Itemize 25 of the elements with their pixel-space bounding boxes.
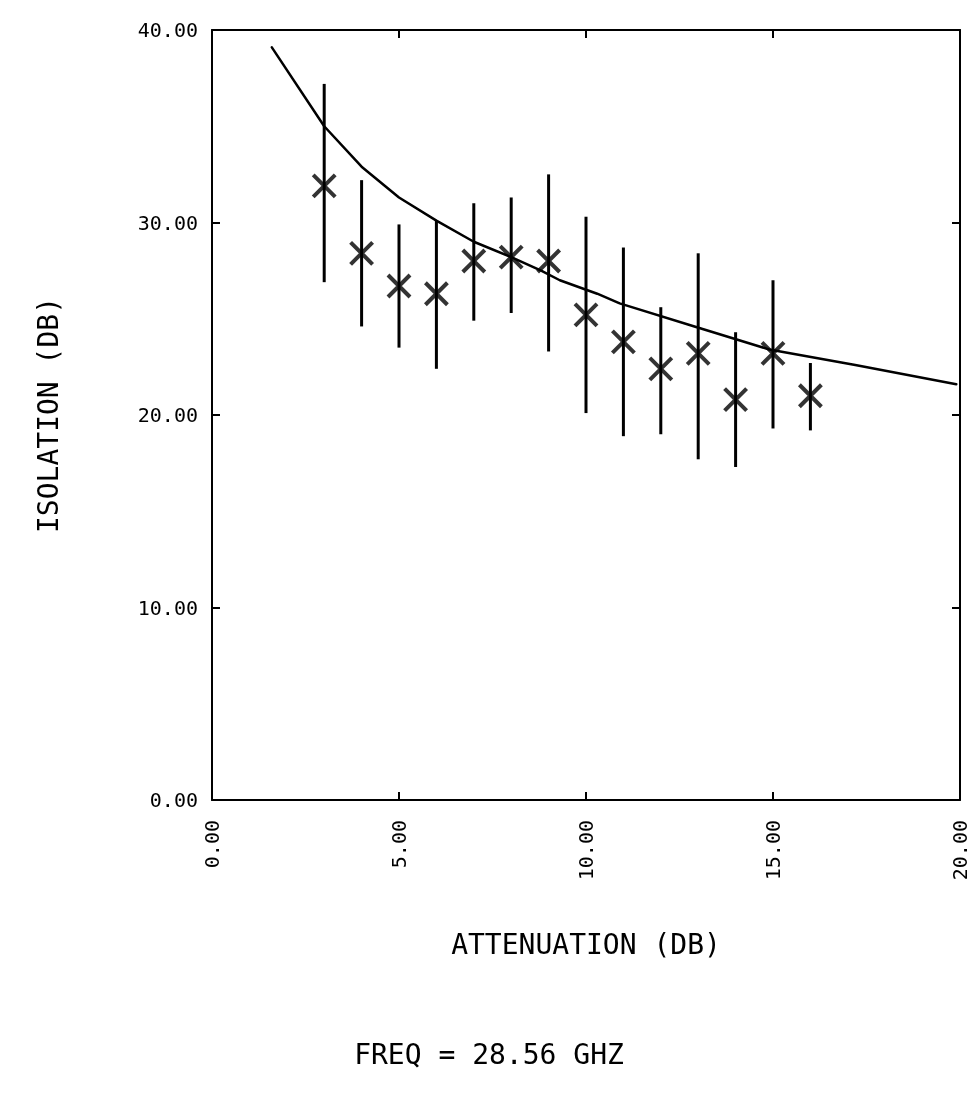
point (685, 340, 712, 367)
point (386, 273, 412, 300)
point (311, 172, 338, 199)
point (348, 240, 375, 267)
x-tick-label: 15.00 (761, 820, 785, 881)
y-tick-label: 20.00 (137, 403, 198, 427)
point (722, 386, 749, 413)
point (573, 301, 599, 328)
point (535, 248, 562, 274)
y-tick-label: 30.00 (137, 210, 198, 235)
point (797, 382, 824, 409)
y-tick-label: 0.00 (149, 788, 198, 812)
y-axis-title: ISOLATION (DB) (31, 296, 65, 534)
point (760, 340, 786, 367)
point (610, 328, 637, 355)
point (423, 280, 450, 307)
x-tick-label: 5.00 (387, 820, 411, 869)
text: FREQ = 28.56 GHZ (354, 1037, 624, 1071)
y-tick-label: 10.00 (137, 595, 198, 620)
x-axis-title: ATTENUATION (DB) (451, 927, 721, 961)
point (460, 248, 487, 274)
x-tick-label: 10.00 (574, 820, 598, 881)
y-tick-label: 40.00 (137, 18, 198, 42)
x-tick-label: 20.00 (948, 820, 972, 881)
point (647, 355, 674, 382)
